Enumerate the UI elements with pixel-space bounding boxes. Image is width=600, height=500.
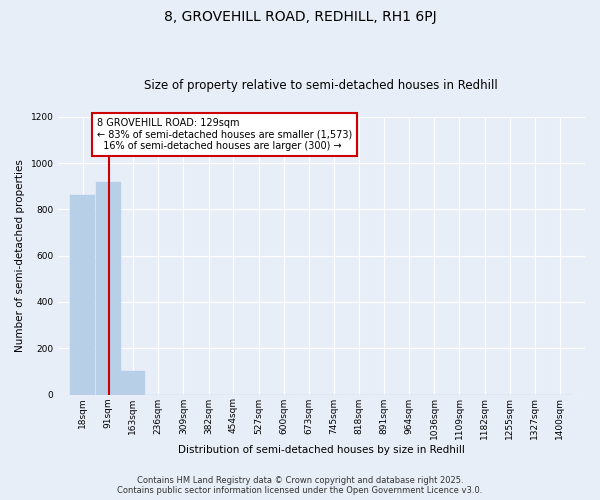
Bar [121, 372, 145, 394]
Bar [95, 182, 121, 394]
Text: Contains HM Land Registry data © Crown copyright and database right 2025.
Contai: Contains HM Land Registry data © Crown c… [118, 476, 482, 495]
Title: Size of property relative to semi-detached houses in Redhill: Size of property relative to semi-detach… [145, 79, 498, 92]
X-axis label: Distribution of semi-detached houses by size in Redhill: Distribution of semi-detached houses by … [178, 445, 465, 455]
Text: 8 GROVEHILL ROAD: 129sqm
← 83% of semi-detached houses are smaller (1,573)
  16%: 8 GROVEHILL ROAD: 129sqm ← 83% of semi-d… [97, 118, 352, 151]
Bar [70, 196, 95, 394]
Y-axis label: Number of semi-detached properties: Number of semi-detached properties [15, 159, 25, 352]
Text: 8, GROVEHILL ROAD, REDHILL, RH1 6PJ: 8, GROVEHILL ROAD, REDHILL, RH1 6PJ [164, 10, 436, 24]
